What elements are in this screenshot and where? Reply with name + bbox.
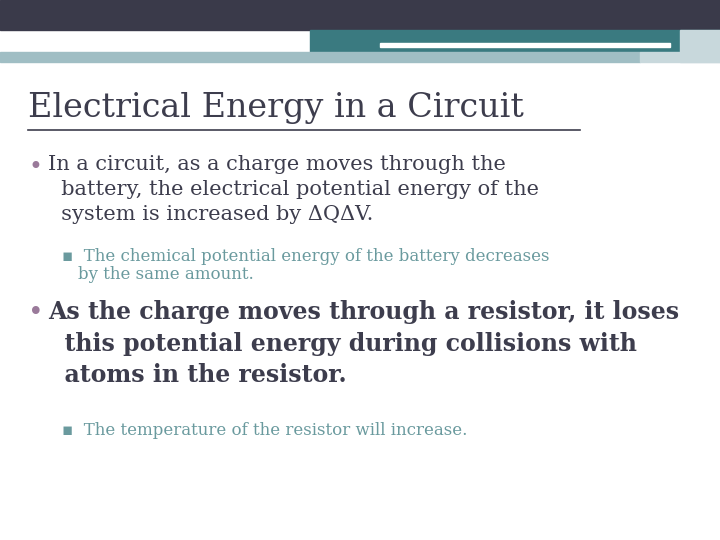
Text: •: • <box>28 300 44 326</box>
Bar <box>310 30 720 52</box>
Text: In a circuit, as a charge moves through the
  battery, the electrical potential : In a circuit, as a charge moves through … <box>48 155 539 224</box>
Bar <box>380 43 670 47</box>
Text: As the charge moves through a resistor, it loses
  this potential energy during : As the charge moves through a resistor, … <box>48 300 679 387</box>
Text: by the same amount.: by the same amount. <box>78 266 253 283</box>
Text: ▪  The chemical potential energy of the battery decreases: ▪ The chemical potential energy of the b… <box>62 248 549 265</box>
Text: ▪  The temperature of the resistor will increase.: ▪ The temperature of the resistor will i… <box>62 422 467 439</box>
Bar <box>0 0 720 30</box>
Bar <box>680 30 720 62</box>
Bar <box>0 52 640 62</box>
Bar <box>640 52 720 62</box>
Text: Electrical Energy in a Circuit: Electrical Energy in a Circuit <box>28 92 524 124</box>
Text: •: • <box>28 155 42 179</box>
